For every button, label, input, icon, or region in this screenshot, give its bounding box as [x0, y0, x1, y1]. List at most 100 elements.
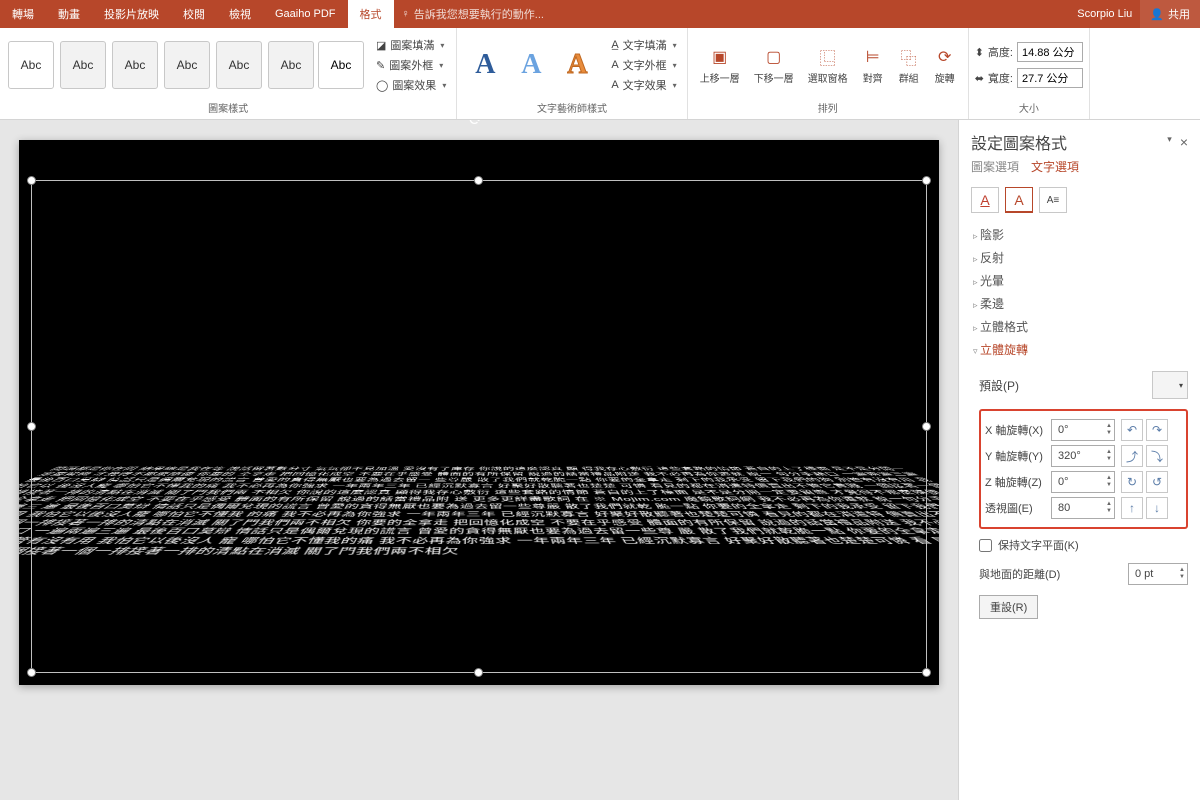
preset-label: 預設(P)	[979, 377, 1019, 394]
z-rot-ccw-button[interactable]: ↺	[1146, 471, 1168, 493]
handle-bm[interactable]	[474, 668, 483, 677]
tab-transitions[interactable]: 轉場	[0, 0, 46, 28]
z-rot-cw-button[interactable]: ↻	[1121, 471, 1143, 493]
user-label[interactable]: Scorpio Liu	[1069, 8, 1140, 20]
x-rot-left-button[interactable]: ↶	[1121, 419, 1143, 441]
canvas-area[interactable]: 開頭都是你在問 結果總是我在等 說話留著數分寸 氣氛卻不見加溫 愛沒有了庫存 你…	[0, 120, 958, 800]
group-icon: ⿻	[898, 46, 920, 68]
handle-tl[interactable]	[27, 176, 36, 185]
height-input[interactable]	[1017, 42, 1083, 62]
width-input[interactable]	[1017, 68, 1083, 88]
y-rot-down-button[interactable]: ⤵	[1146, 445, 1168, 467]
group-label-wordart: 文字藝術師樣式	[463, 98, 680, 119]
handle-mr[interactable]	[922, 422, 931, 431]
bring-forward-button[interactable]: ▣上移一層	[694, 44, 746, 87]
group-label-arrange: 排列	[694, 98, 962, 119]
handle-bl[interactable]	[27, 668, 36, 677]
pane-tab-text[interactable]: 文字選項	[1031, 158, 1079, 175]
text-effects-icon: A	[611, 79, 618, 91]
pane-close-button[interactable]: ×	[1180, 134, 1188, 150]
section-3d-format[interactable]: 立體格式	[959, 315, 1200, 338]
selection-pane-button[interactable]: ⿺選取窗格	[802, 44, 854, 87]
tab-view[interactable]: 檢視	[217, 0, 263, 28]
share-label: 共用	[1168, 6, 1190, 22]
section-soft-edges[interactable]: 柔邊	[959, 292, 1200, 315]
text-fill-button[interactable]: A̲文字填滿▾	[607, 36, 680, 54]
wordart-style-2[interactable]: A	[509, 41, 553, 89]
tell-me-search[interactable]: ♀ 告訴我您想要執行的動作...	[402, 6, 544, 22]
shape-style-1[interactable]: Abc	[8, 41, 54, 89]
tab-animations[interactable]: 動畫	[46, 0, 92, 28]
preset-dropdown[interactable]: ▾	[1152, 371, 1188, 399]
shape-fill-button[interactable]: ◪圖案填滿▾	[372, 36, 450, 54]
rotate-icon: ⟳	[934, 46, 956, 68]
x-rot-label: X 軸旋轉(X)	[985, 422, 1045, 438]
text-fill-outline-icon[interactable]: A	[971, 187, 999, 213]
section-reflection[interactable]: 反射	[959, 246, 1200, 269]
send-backward-button[interactable]: ▢下移一層	[748, 44, 800, 87]
tab-slideshow[interactable]: 投影片放映	[92, 0, 171, 28]
persp-narrow-button[interactable]: ↑	[1121, 497, 1143, 519]
share-button[interactable]: 👤 共用	[1140, 0, 1200, 28]
text-outline-button[interactable]: A文字外框▾	[607, 56, 680, 74]
persp-wide-button[interactable]: ↓	[1146, 497, 1168, 519]
handle-tr[interactable]	[922, 176, 931, 185]
persp-input[interactable]: 80▲▼	[1051, 497, 1115, 519]
z-rot-label: Z 軸旋轉(Z)	[985, 474, 1045, 490]
lightbulb-icon: ♀	[402, 8, 410, 20]
shape-style-3[interactable]: Abc	[112, 41, 158, 89]
tab-review[interactable]: 校閱	[171, 0, 217, 28]
ribbon-tabs: 轉場 動畫 投影片放映 校閱 檢視 Gaaiho PDF 格式	[0, 0, 394, 28]
shape-style-2[interactable]: Abc	[60, 41, 106, 89]
handle-tm[interactable]	[474, 176, 483, 185]
shape-outline-button[interactable]: ✎圖案外框▾	[372, 56, 450, 74]
text-fill-icon: A̲	[611, 39, 618, 51]
y-rot-input[interactable]: 320°▲▼	[1051, 445, 1115, 467]
handle-br[interactable]	[922, 668, 931, 677]
title-bar: 轉場 動畫 投影片放映 校閱 檢視 Gaaiho PDF 格式 ♀ 告訴我您想要…	[0, 0, 1200, 28]
bring-forward-icon: ▣	[709, 46, 731, 68]
pane-menu-icon[interactable]: ▾	[1167, 134, 1172, 150]
width-label: 寬度:	[988, 70, 1013, 86]
rotation-handle[interactable]: ⟳	[469, 120, 489, 130]
tab-format[interactable]: 格式	[348, 0, 394, 28]
group-wordart: A A A A̲文字填滿▾ A文字外框▾ A文字效果▾ 文字藝術師樣式	[457, 28, 687, 119]
tab-gaaiho-pdf[interactable]: Gaaiho PDF	[263, 0, 348, 28]
keep-flat-checkbox[interactable]	[979, 539, 992, 552]
text-effects-tab-icon[interactable]: A	[1005, 187, 1033, 213]
reset-button[interactable]: 重設(R)	[979, 595, 1038, 619]
section-3d-rotation[interactable]: 立體旋轉	[959, 338, 1200, 361]
group-button[interactable]: ⿻群組	[892, 44, 926, 87]
group-arrange: ▣上移一層 ▢下移一層 ⿺選取窗格 ⊨對齊 ⿻群組 ⟳旋轉 排列	[688, 28, 969, 119]
shape-style-5[interactable]: Abc	[216, 41, 262, 89]
textbox-icon[interactable]: A≡	[1039, 187, 1067, 213]
format-pane: 設定圖案格式 ▾ × 圖案選項 文字選項 A A A≡ 陰影 反射 光暈 柔邊 立…	[958, 120, 1200, 800]
shape-style-4[interactable]: Abc	[164, 41, 210, 89]
tell-me-placeholder: 告訴我您想要執行的動作...	[414, 6, 544, 22]
distance-input[interactable]: 0 pt▲▼	[1128, 563, 1188, 585]
shape-effects-button[interactable]: ◯圖案效果▾	[372, 76, 450, 94]
height-label: 高度:	[988, 44, 1013, 60]
slide[interactable]: 開頭都是你在問 結果總是我在等 說話留著數分寸 氣氛卻不見加溫 愛沒有了庫存 你…	[19, 140, 939, 685]
align-button[interactable]: ⊨對齊	[856, 44, 890, 87]
section-shadow[interactable]: 陰影	[959, 223, 1200, 246]
x-rot-right-button[interactable]: ↷	[1146, 419, 1168, 441]
persp-label: 透視圖(E)	[985, 500, 1045, 516]
section-glow[interactable]: 光暈	[959, 269, 1200, 292]
wordart-style-1[interactable]: A	[463, 41, 507, 89]
handle-ml[interactable]	[27, 422, 36, 431]
z-rot-input[interactable]: 0°▲▼	[1051, 471, 1115, 493]
selection-box	[31, 180, 927, 673]
width-icon: ⬌	[975, 72, 984, 85]
group-label-size: 大小	[975, 98, 1083, 119]
wordart-style-3[interactable]: A	[555, 41, 599, 89]
pane-tab-shape[interactable]: 圖案選項	[971, 158, 1019, 175]
x-rot-input[interactable]: 0°▲▼	[1051, 419, 1115, 441]
rotate-button[interactable]: ⟳旋轉	[928, 44, 962, 87]
text-effects-button[interactable]: A文字效果▾	[607, 76, 680, 94]
y-rot-up-button[interactable]: ⤴	[1121, 445, 1143, 467]
shape-style-6[interactable]: Abc	[268, 41, 314, 89]
pane-title: 設定圖案格式	[971, 130, 1067, 154]
keep-flat-label: 保持文字平面(K)	[998, 537, 1079, 553]
shape-style-7[interactable]: Abc	[318, 41, 364, 89]
